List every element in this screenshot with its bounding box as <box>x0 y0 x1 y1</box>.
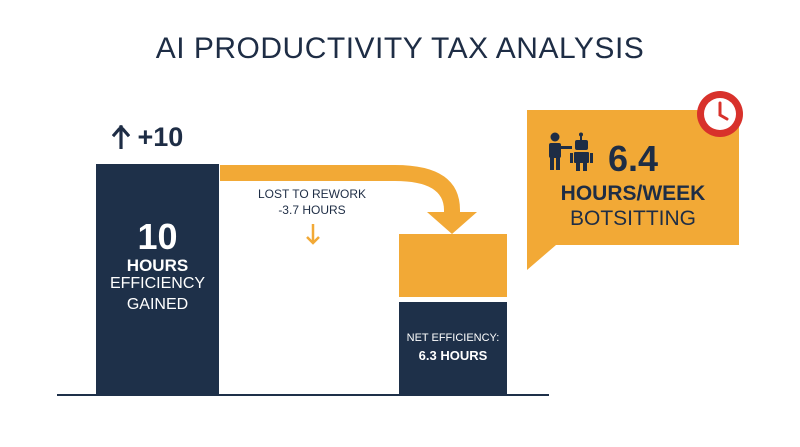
botsitting-label: BOTSITTING <box>527 207 739 231</box>
botsitting-unit: HOURS/WEEK <box>527 182 739 206</box>
botsitting-value: 6.4 <box>608 138 658 180</box>
person-robot-icon <box>545 132 597 177</box>
clock-icon <box>696 90 744 143</box>
